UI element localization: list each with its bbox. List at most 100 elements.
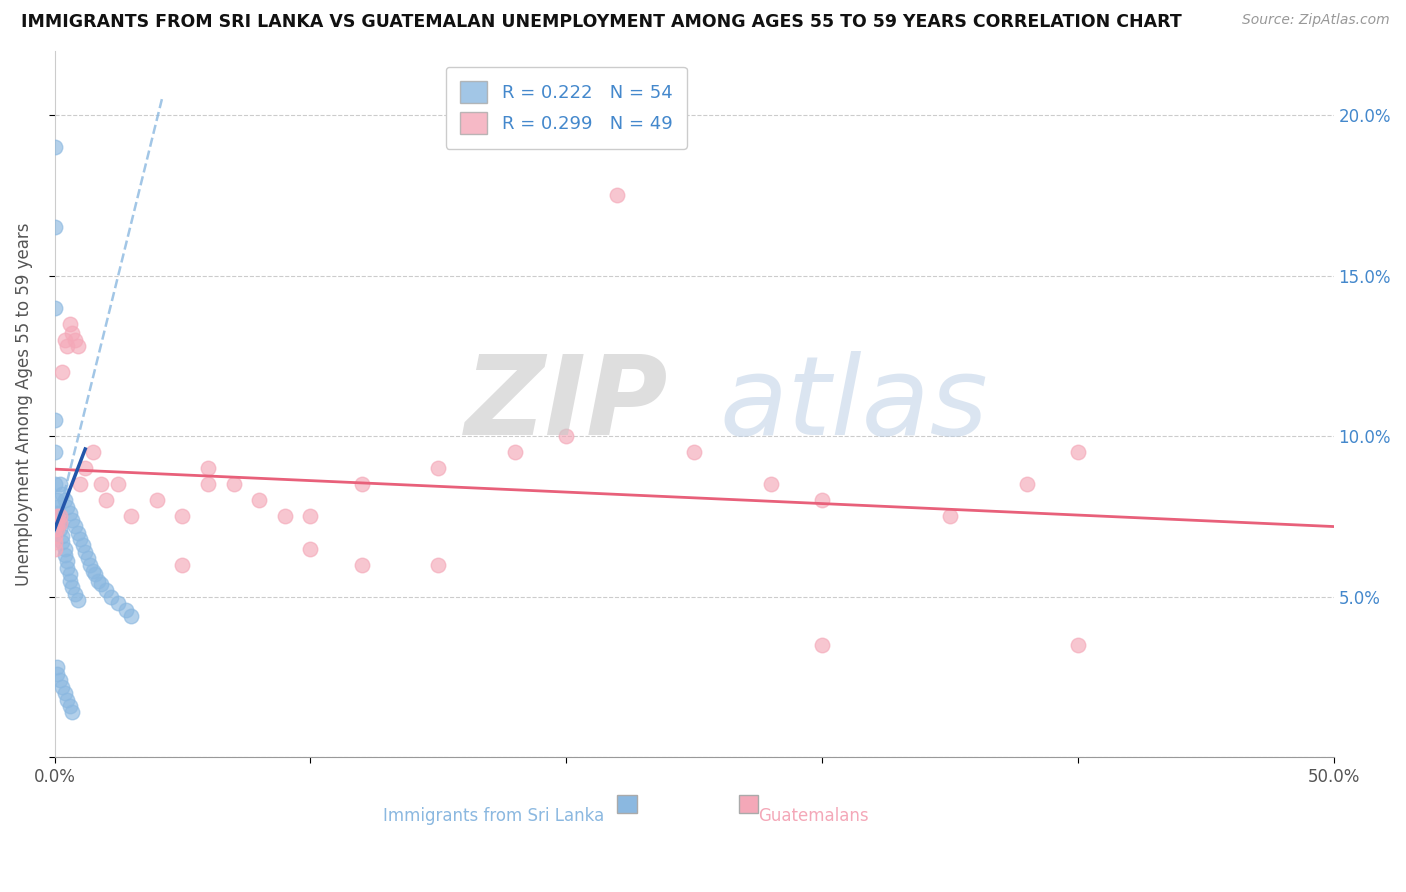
Point bbox=[63, 586, 86, 600]
Point bbox=[48, 673, 70, 688]
Text: Immigrants from Sri Lanka: Immigrants from Sri Lanka bbox=[384, 807, 605, 825]
Point bbox=[172, 558, 194, 572]
Point bbox=[66, 593, 89, 607]
Point bbox=[53, 686, 76, 700]
Point bbox=[606, 188, 628, 202]
Point bbox=[759, 477, 782, 491]
Point bbox=[53, 541, 76, 556]
Text: Guatemalans: Guatemalans bbox=[758, 807, 869, 825]
Text: Source: ZipAtlas.com: Source: ZipAtlas.com bbox=[1241, 13, 1389, 28]
Point bbox=[59, 574, 82, 588]
Point bbox=[53, 548, 76, 562]
Point bbox=[84, 567, 107, 582]
Point bbox=[79, 558, 101, 572]
Point bbox=[274, 509, 297, 524]
Point bbox=[90, 577, 112, 591]
Legend: R = 0.222   N = 54, R = 0.299   N = 49: R = 0.222 N = 54, R = 0.299 N = 49 bbox=[446, 67, 686, 149]
Text: ZIP: ZIP bbox=[465, 351, 668, 458]
Point bbox=[115, 602, 138, 616]
Point bbox=[44, 413, 66, 427]
Point bbox=[56, 692, 79, 706]
Point bbox=[69, 477, 91, 491]
Point bbox=[1015, 477, 1038, 491]
Point bbox=[350, 558, 373, 572]
Point bbox=[66, 525, 89, 540]
Point bbox=[94, 583, 117, 598]
Point bbox=[56, 339, 79, 353]
Point bbox=[59, 567, 82, 582]
Point bbox=[100, 590, 122, 604]
Point bbox=[46, 516, 69, 530]
FancyBboxPatch shape bbox=[617, 795, 637, 813]
Point bbox=[82, 445, 104, 459]
Point bbox=[62, 326, 84, 341]
Point bbox=[44, 516, 66, 530]
Point bbox=[107, 596, 129, 610]
FancyBboxPatch shape bbox=[738, 795, 758, 813]
Point bbox=[197, 461, 219, 475]
Point bbox=[197, 477, 219, 491]
Point bbox=[51, 487, 73, 501]
Point bbox=[120, 509, 142, 524]
Point bbox=[44, 541, 66, 556]
Text: IMMIGRANTS FROM SRI LANKA VS GUATEMALAN UNEMPLOYMENT AMONG AGES 55 TO 59 YEARS C: IMMIGRANTS FROM SRI LANKA VS GUATEMALAN … bbox=[21, 13, 1182, 31]
Point bbox=[811, 638, 834, 652]
Point bbox=[299, 541, 322, 556]
Point bbox=[44, 529, 66, 543]
Point bbox=[172, 509, 194, 524]
Point bbox=[48, 522, 70, 536]
Point bbox=[811, 493, 834, 508]
Point bbox=[87, 574, 110, 588]
Point bbox=[53, 493, 76, 508]
Point bbox=[62, 513, 84, 527]
Point bbox=[63, 519, 86, 533]
Point bbox=[53, 333, 76, 347]
Text: atlas: atlas bbox=[720, 351, 988, 458]
Point bbox=[44, 445, 66, 459]
Point bbox=[51, 680, 73, 694]
Point bbox=[44, 301, 66, 315]
Point bbox=[107, 477, 129, 491]
Point bbox=[46, 506, 69, 520]
Point bbox=[56, 500, 79, 514]
Point bbox=[51, 365, 73, 379]
Point bbox=[62, 706, 84, 720]
Point bbox=[350, 477, 373, 491]
Point bbox=[82, 564, 104, 578]
Point bbox=[63, 333, 86, 347]
Point bbox=[59, 698, 82, 713]
Point bbox=[44, 477, 66, 491]
Point bbox=[48, 516, 70, 530]
Point bbox=[44, 140, 66, 154]
Point bbox=[683, 445, 706, 459]
Point bbox=[46, 509, 69, 524]
Point bbox=[62, 580, 84, 594]
Point bbox=[44, 509, 66, 524]
Point bbox=[56, 561, 79, 575]
Point bbox=[46, 660, 69, 674]
Point bbox=[56, 554, 79, 568]
Point bbox=[46, 493, 69, 508]
Point bbox=[46, 500, 69, 514]
Point bbox=[69, 532, 91, 546]
Point bbox=[48, 477, 70, 491]
Point bbox=[1067, 445, 1090, 459]
Point bbox=[59, 317, 82, 331]
Point bbox=[555, 429, 578, 443]
Point bbox=[222, 477, 245, 491]
Point bbox=[44, 535, 66, 549]
Point bbox=[1067, 638, 1090, 652]
Point bbox=[120, 609, 142, 624]
Point bbox=[48, 516, 70, 530]
Point bbox=[75, 461, 97, 475]
Point bbox=[44, 525, 66, 540]
Point bbox=[75, 545, 97, 559]
Point bbox=[90, 477, 112, 491]
Y-axis label: Unemployment Among Ages 55 to 59 years: Unemployment Among Ages 55 to 59 years bbox=[15, 222, 32, 586]
Point bbox=[503, 445, 526, 459]
Point bbox=[44, 522, 66, 536]
Point bbox=[299, 509, 322, 524]
Point bbox=[59, 506, 82, 520]
Point bbox=[66, 339, 89, 353]
Point bbox=[427, 558, 450, 572]
